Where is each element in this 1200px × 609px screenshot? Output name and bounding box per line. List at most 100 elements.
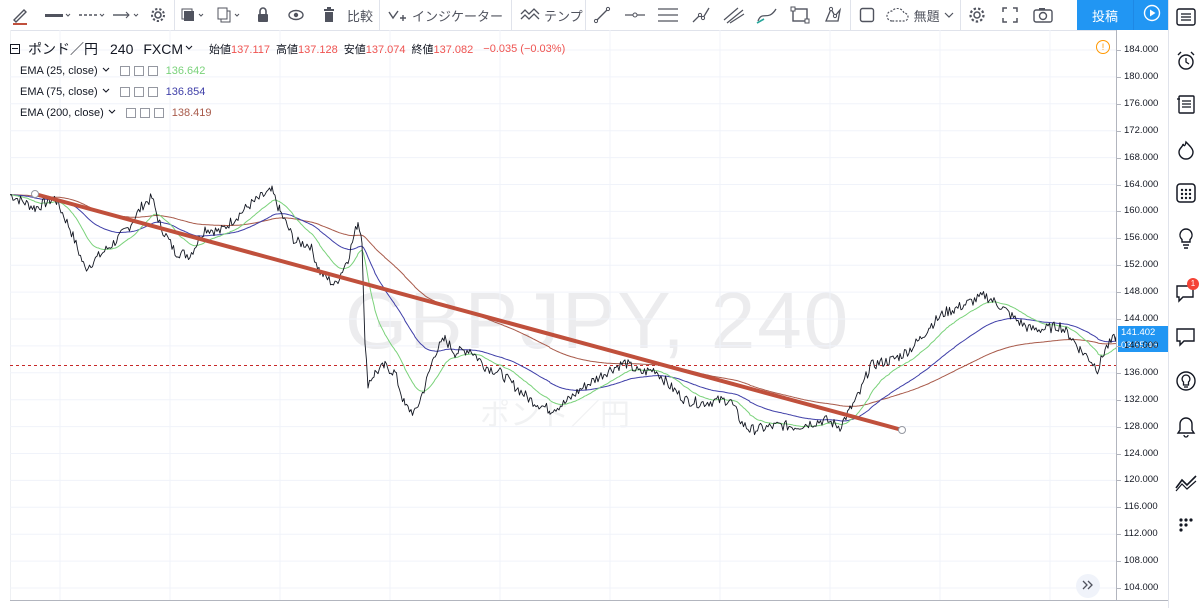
warning-icon[interactable]: ! (1096, 40, 1110, 54)
price-tick-label: 108.000 (1124, 555, 1159, 567)
gear-icon (968, 6, 986, 24)
watchlist-button[interactable] (1175, 7, 1197, 30)
pattern-tool[interactable] (817, 0, 850, 30)
lock-button[interactable] (247, 0, 279, 30)
toolbar-divider (511, 0, 513, 30)
pitchfork-tool[interactable] (718, 0, 751, 30)
indicator-visibility-icon[interactable] (125, 107, 136, 118)
line-dash-button[interactable] (74, 0, 108, 30)
indicator-settings-icon[interactable] (133, 86, 144, 97)
line-end-button[interactable] (108, 0, 142, 30)
visibility-button[interactable] (279, 0, 313, 30)
news-button[interactable] (1175, 94, 1197, 119)
indicator-remove-icon[interactable] (147, 65, 158, 76)
private-chat-button[interactable] (1175, 327, 1197, 352)
layout-select-button[interactable] (851, 0, 884, 30)
collapse-legend-icon[interactable] (10, 44, 20, 54)
parallel-channel-tool[interactable] (652, 0, 685, 30)
indicator-settings-icon[interactable] (139, 107, 150, 118)
indicators-button[interactable]: インジケーター (380, 0, 511, 30)
indicator-row[interactable]: EMA (25, close) 136.642 (10, 60, 565, 81)
fill-button[interactable] (175, 0, 211, 30)
indicators-icon (388, 7, 408, 23)
chevron-down-icon[interactable] (108, 107, 116, 119)
chevron-down-icon (944, 11, 954, 19)
replay-button[interactable] (1133, 0, 1169, 30)
bar-countdown: 03:55:46 (1121, 340, 1158, 351)
price-tick-mark (1117, 157, 1121, 159)
trash-icon (323, 7, 335, 23)
indicator-label[interactable]: EMA (75, close) (20, 85, 98, 98)
line-style-button[interactable] (40, 0, 74, 30)
alerts-button[interactable] (1175, 51, 1197, 76)
cloud-icon (886, 8, 910, 22)
indicator-remove-icon[interactable] (147, 86, 158, 97)
streams-button[interactable] (1175, 370, 1197, 394)
horizontal-line-icon (625, 10, 646, 20)
clone-button[interactable] (211, 0, 247, 30)
price-tick-label: 104.000 (1124, 582, 1159, 593)
parallel-lines-icon (657, 7, 679, 23)
indicator-remove-icon[interactable] (153, 107, 164, 118)
horizontal-line-tool[interactable] (619, 0, 652, 30)
calendar-icon (1176, 182, 1196, 208)
publish-button[interactable]: 投稿 (1077, 0, 1133, 30)
price-tick-label: 168.000 (1124, 151, 1159, 163)
fullscreen-button[interactable] (994, 0, 1027, 30)
indicator-label[interactable]: EMA (200, close) (20, 106, 104, 119)
indicator-label[interactable]: EMA (25, close) (20, 64, 98, 77)
toolbar-divider (959, 0, 961, 30)
template-button[interactable]: テンプ (512, 0, 585, 30)
trend-line-handle[interactable] (31, 190, 39, 198)
indicator-visibility-icon[interactable] (119, 65, 130, 76)
chevron-down-icon[interactable] (185, 43, 193, 55)
fullscreen-icon (1002, 7, 1018, 23)
price-tick-mark (1117, 103, 1121, 105)
ohlc-close: 終値137.082 (411, 44, 474, 56)
symbol-name[interactable]: ポンド／円 (28, 41, 98, 57)
indicators-label: インジケーター (412, 8, 504, 24)
chevron-down-icon[interactable] (102, 65, 110, 77)
chevron-down-icon[interactable] (102, 86, 110, 98)
messages-icon (1175, 327, 1197, 352)
delete-button[interactable] (313, 0, 345, 30)
indicator-settings-icon[interactable] (133, 65, 144, 76)
time-axis[interactable] (10, 600, 1168, 609)
ideas-button[interactable] (1175, 227, 1197, 251)
indicator-visibility-icon[interactable] (119, 86, 130, 97)
public-chat-button[interactable]: 1 (1175, 278, 1199, 306)
hotlist-icon (1176, 140, 1196, 165)
alarm-clock-icon (1176, 51, 1196, 76)
compare-button[interactable]: 比較 (345, 0, 379, 30)
chart-area[interactable]: GBPJPY, 240 ポンド／円 (10, 30, 1116, 600)
notifications-button[interactable] (1175, 416, 1197, 440)
price-tick-label: 148.000 (1124, 286, 1159, 298)
symbol-exchange[interactable]: FXCM (143, 41, 184, 57)
chart-legend: ポンド／円 240 FXCM 始値137.117 高値137.128 安値137… (10, 40, 565, 123)
snapshot-button[interactable] (1027, 0, 1060, 30)
price-tick-label: 176.000 (1124, 97, 1159, 109)
trend-line-handle[interactable] (898, 426, 906, 434)
trend-line-drawing[interactable] (33, 192, 904, 432)
scroll-to-realtime-button[interactable] (1076, 574, 1100, 598)
calendar-button[interactable] (1175, 182, 1197, 208)
price-tick-mark (1117, 453, 1121, 455)
brush-button[interactable] (0, 0, 40, 30)
brush-tool[interactable] (751, 0, 784, 30)
price-tick-label: 156.000 (1124, 232, 1159, 244)
indicator-row[interactable]: EMA (200, close) 138.419 (10, 102, 565, 123)
path-tool[interactable] (685, 0, 718, 30)
news-icon (1176, 94, 1196, 119)
price-axis[interactable]: 141.402 03:55:46 184.000 180.000 176.000 17… (1116, 30, 1169, 600)
object-tree-button[interactable] (1175, 474, 1197, 496)
rectangle-tool[interactable] (784, 0, 817, 30)
lock-icon (256, 7, 270, 23)
price-tick-label: 164.000 (1124, 178, 1159, 190)
hotlist-button[interactable] (1175, 140, 1197, 165)
layout-name-button[interactable]: 無題 (884, 0, 960, 30)
indicator-row[interactable]: EMA (75, close) 136.854 (10, 81, 565, 102)
settings-button[interactable] (142, 0, 174, 30)
trend-line-tool[interactable] (586, 0, 619, 30)
more-tools-button[interactable] (1175, 516, 1197, 538)
chart-settings-button[interactable] (961, 0, 994, 30)
